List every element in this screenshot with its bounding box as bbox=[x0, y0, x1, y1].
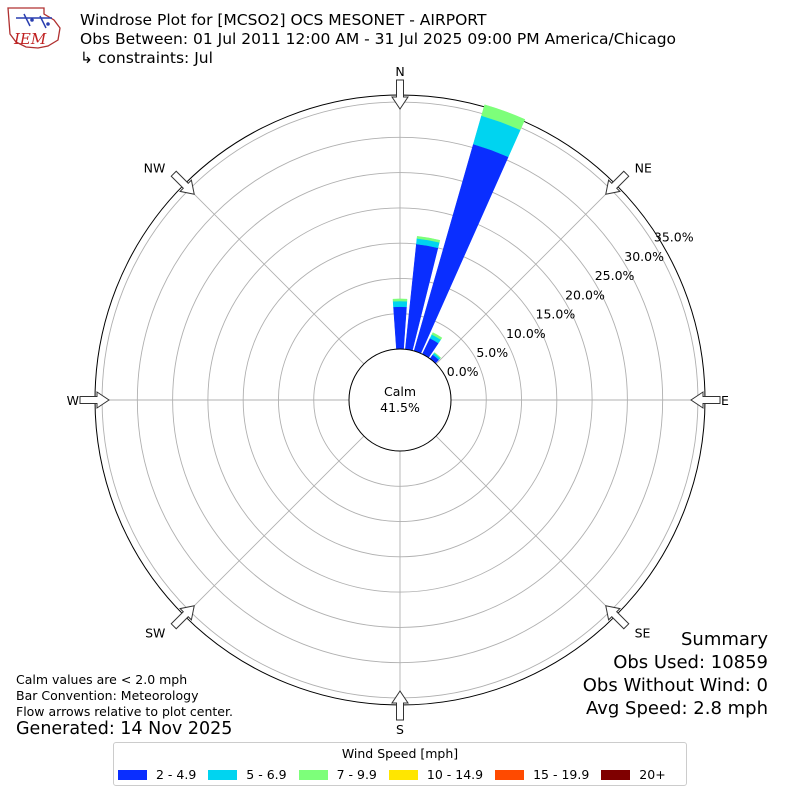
notes-block: Calm values are < 2.0 mph Bar Convention… bbox=[16, 672, 233, 720]
direction-label: N bbox=[395, 64, 404, 79]
legend-items: 2 - 4.9 5 - 6.9 7 - 9.9 10 - 14.9 15 - 19.9 2… bbox=[118, 767, 678, 782]
wind-bar bbox=[393, 306, 407, 350]
note-calm: Calm values are < 2.0 mph bbox=[16, 672, 188, 687]
radial-tick-label: 20.0% bbox=[565, 287, 605, 302]
flow-arrow-icon bbox=[170, 605, 195, 630]
summary-panel: Summary Obs Used: 10859 Obs Without Wind… bbox=[583, 628, 768, 720]
arrow-shape bbox=[170, 605, 195, 630]
calm-value: 41.5% bbox=[380, 400, 420, 415]
direction-label: SE bbox=[635, 626, 651, 641]
arrow-shape bbox=[391, 79, 409, 110]
direction-label: W bbox=[67, 393, 79, 408]
note-flow-arrows: Flow arrows relative to plot center. bbox=[16, 704, 233, 719]
flow-arrow-icon bbox=[391, 79, 409, 110]
legend: Wind Speed [mph] 2 - 4.9 5 - 6.9 7 - 9.9 10… bbox=[113, 742, 687, 786]
direction-label: E bbox=[721, 393, 729, 408]
wind-bar bbox=[431, 332, 443, 340]
wind-bar bbox=[392, 300, 408, 308]
wind-bar bbox=[433, 352, 442, 359]
wind-bars bbox=[392, 104, 526, 364]
title-line-3: ↳ constraints: Jul bbox=[80, 49, 213, 67]
legend-swatch bbox=[118, 769, 147, 780]
radial-tick-label: 0.0% bbox=[447, 364, 479, 379]
direction-markers: N NE E SE S SW W NW bbox=[67, 64, 729, 737]
legend-item: 2 - 4.9 bbox=[118, 767, 196, 782]
legend-swatch bbox=[495, 769, 525, 780]
radial-tick-label: 10.0% bbox=[506, 326, 546, 341]
title-line-2: Obs Between: 01 Jul 2011 12:00 AM - 31 J… bbox=[80, 30, 677, 48]
direction-label: S bbox=[396, 722, 404, 737]
chart-title: Windrose Plot for [MCSO2] OCS MESONET - … bbox=[80, 11, 676, 68]
radial-tick-label: 15.0% bbox=[536, 307, 576, 322]
summary-obs-without-wind: Obs Without Wind: 0 bbox=[582, 675, 768, 696]
direction-label: NW bbox=[144, 160, 166, 175]
arrow-shape bbox=[605, 605, 630, 630]
summary-avg-speed: Avg Speed: 2.8 mph bbox=[586, 698, 768, 719]
legend-swatch bbox=[208, 769, 238, 780]
arrow-shape bbox=[605, 170, 630, 195]
calm-circle bbox=[348, 348, 452, 452]
grid-spoke bbox=[184, 184, 365, 365]
legend-label: 10 - 14.9 bbox=[426, 767, 484, 782]
flow-arrow-icon bbox=[79, 391, 110, 409]
wind-bar bbox=[392, 298, 408, 302]
legend-swatch bbox=[298, 769, 328, 780]
radial-tick-label: 25.0% bbox=[595, 268, 635, 283]
wind-bar bbox=[416, 236, 441, 243]
logo-text: IEM bbox=[13, 30, 47, 48]
note-bar-convention: Bar Convention: Meteorology bbox=[16, 688, 199, 703]
legend-item: 5 - 6.9 bbox=[208, 767, 287, 782]
legend-item: 10 - 14.9 bbox=[388, 767, 484, 782]
legend-label: 15 - 19.9 bbox=[533, 767, 590, 782]
generated-date: Generated: 14 Nov 2025 bbox=[16, 719, 233, 739]
summary-obs-used: Obs Used: 10859 bbox=[613, 652, 768, 673]
title-line-1: Windrose Plot for [MCSO2] OCS MESONET - … bbox=[80, 11, 487, 29]
grid-spoke bbox=[435, 435, 616, 616]
direction-label: NE bbox=[635, 160, 652, 175]
iem-logo: IEM bbox=[7, 7, 61, 49]
legend-label: 5 - 6.9 bbox=[246, 767, 287, 782]
calm-label: Calm bbox=[384, 384, 416, 399]
legend-title: Wind Speed [mph] bbox=[341, 746, 459, 761]
legend-label: 2 - 4.9 bbox=[156, 767, 197, 782]
legend-label: 20+ bbox=[639, 767, 666, 782]
legend-item: 15 - 19.9 bbox=[495, 767, 589, 782]
arrow-shape bbox=[690, 391, 721, 409]
arrow-shape bbox=[391, 690, 409, 721]
wind-bar bbox=[481, 104, 526, 131]
grid-spoke bbox=[184, 435, 365, 616]
legend-label: 7 - 9.9 bbox=[336, 767, 377, 782]
grid-spoke bbox=[435, 184, 616, 365]
arrow-shape bbox=[170, 170, 195, 195]
legend-swatch bbox=[601, 769, 631, 780]
radial-tick-label: 35.0% bbox=[654, 230, 694, 245]
radial-tick-label: 30.0% bbox=[624, 249, 664, 264]
direction-label: SW bbox=[145, 626, 165, 641]
flow-arrow-icon bbox=[605, 605, 630, 630]
flow-arrow-icon bbox=[605, 170, 630, 195]
legend-item: 7 - 9.9 bbox=[298, 767, 377, 782]
flow-arrow-icon bbox=[170, 170, 195, 195]
flow-arrow-icon bbox=[690, 391, 721, 409]
flow-arrow-icon bbox=[391, 690, 409, 721]
summary-heading: Summary bbox=[681, 629, 768, 650]
legend-item: 20+ bbox=[601, 767, 666, 782]
legend-swatch bbox=[388, 769, 418, 780]
arrow-shape bbox=[79, 391, 110, 409]
radial-tick-label: 5.0% bbox=[476, 345, 508, 360]
